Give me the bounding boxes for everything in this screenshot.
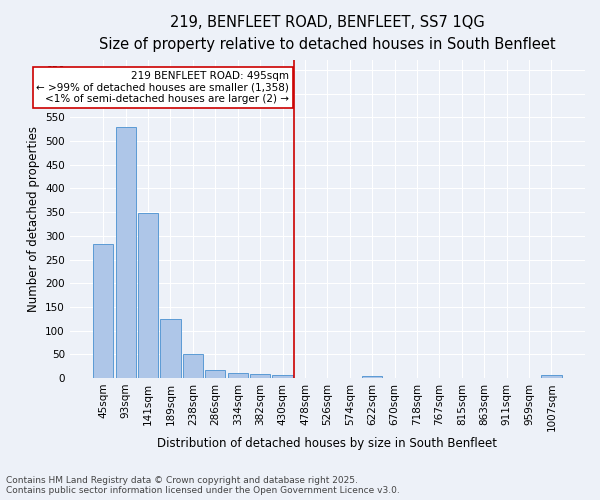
Title: 219, BENFLEET ROAD, BENFLEET, SS7 1QG
Size of property relative to detached hous: 219, BENFLEET ROAD, BENFLEET, SS7 1QG Si… bbox=[99, 15, 556, 52]
Text: Contains HM Land Registry data © Crown copyright and database right 2025.
Contai: Contains HM Land Registry data © Crown c… bbox=[6, 476, 400, 495]
Bar bbox=[272, 375, 293, 378]
Bar bbox=[541, 375, 562, 378]
Bar bbox=[93, 244, 113, 378]
X-axis label: Distribution of detached houses by size in South Benfleet: Distribution of detached houses by size … bbox=[157, 437, 497, 450]
Bar bbox=[116, 126, 136, 378]
Bar bbox=[362, 376, 382, 378]
Bar bbox=[160, 319, 181, 378]
Y-axis label: Number of detached properties: Number of detached properties bbox=[26, 126, 40, 312]
Text: 219 BENFLEET ROAD: 495sqm
← >99% of detached houses are smaller (1,358)
<1% of s: 219 BENFLEET ROAD: 495sqm ← >99% of deta… bbox=[37, 70, 289, 104]
Bar bbox=[138, 213, 158, 378]
Bar bbox=[227, 373, 248, 378]
Bar bbox=[250, 374, 270, 378]
Bar bbox=[183, 354, 203, 378]
Bar bbox=[205, 370, 226, 378]
